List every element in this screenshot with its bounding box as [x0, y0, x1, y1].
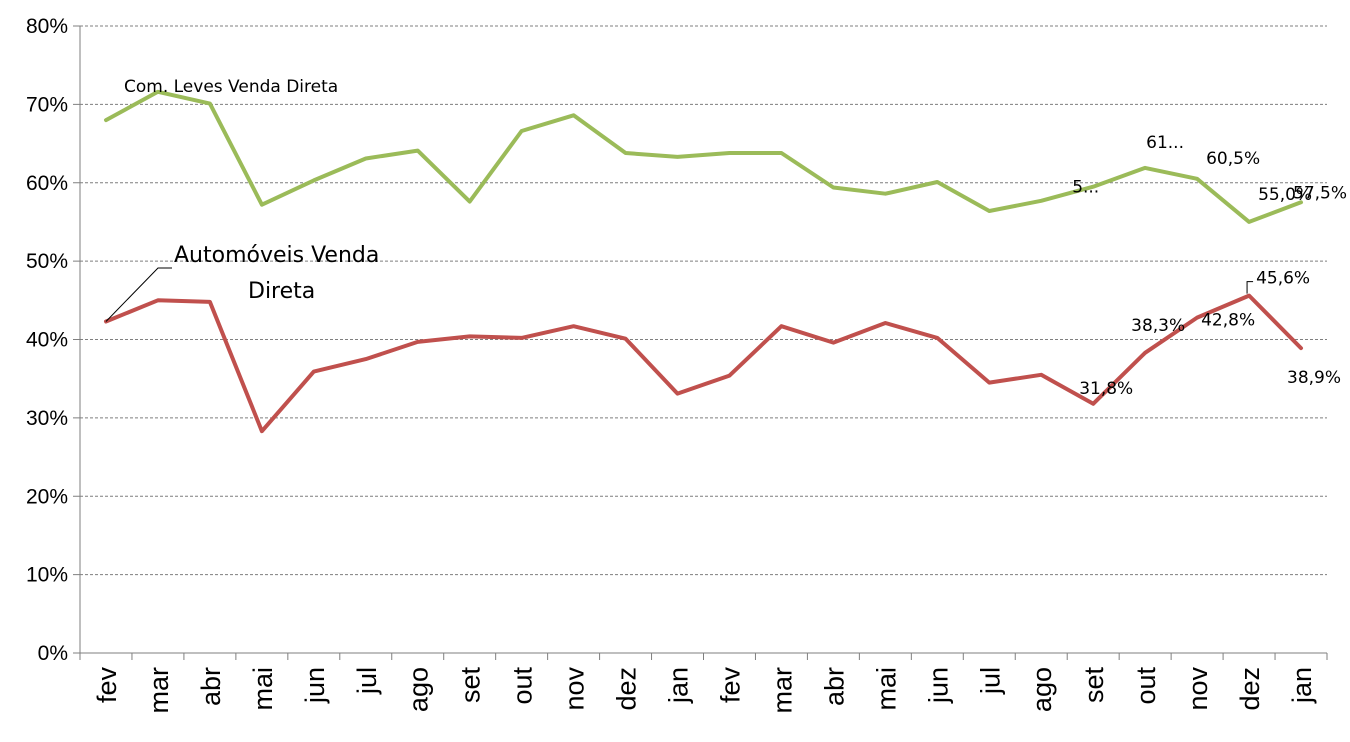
x-tick-label: nov	[560, 667, 590, 711]
x-tick-label: out	[1131, 667, 1161, 705]
data-label: 42,8%	[1201, 311, 1255, 331]
x-tick-label: abr	[196, 667, 226, 706]
series-label-leader-line	[105, 267, 172, 322]
series-line-2	[104, 293, 1303, 434]
series-label-automoveis-line2: Direta	[248, 279, 315, 304]
x-tick-label: jun	[923, 667, 953, 704]
y-tick-label: 0%	[38, 642, 68, 665]
x-tick-label: jan	[664, 667, 694, 704]
series-lines	[104, 89, 1303, 434]
x-tick-label: set	[1079, 667, 1109, 704]
x-tick-label: jul	[352, 667, 382, 695]
x-tick-label: abr	[819, 667, 849, 706]
data-label: 38,9%	[1287, 368, 1341, 388]
y-tick-label: 20%	[26, 485, 68, 508]
x-tick-label: out	[508, 667, 538, 705]
gridlines	[80, 25, 1327, 576]
y-tick-label: 10%	[26, 564, 68, 587]
series-label-automoveis-line1: Automóveis Venda	[174, 243, 379, 268]
x-tick-label: mar	[767, 667, 797, 714]
x-tick-label: set	[456, 667, 486, 704]
x-tick-label: jun	[300, 667, 330, 704]
y-tick-label: 60%	[26, 172, 68, 195]
series-line-1	[104, 89, 1303, 224]
y-tick-label: 30%	[26, 407, 68, 430]
data-label-leader	[1246, 281, 1254, 294]
x-tick-label: mai	[248, 667, 278, 711]
series-label-com-leves: Com. Leves Venda Direta	[124, 77, 338, 97]
data-label: 60,5%	[1206, 149, 1260, 169]
data-label: 45,6%	[1256, 269, 1310, 289]
x-tick-label: jul	[975, 667, 1005, 695]
x-tick-label: fev	[92, 667, 122, 704]
axes: 0%10%20%30%40%50%60%70%80%fev mar abr mai ju…	[26, 15, 1328, 714]
y-tick-label: 80%	[26, 15, 68, 38]
y-tick-label: 50%	[26, 250, 68, 273]
data-label: 31,8%	[1079, 379, 1133, 399]
data-label: 61...	[1146, 133, 1184, 153]
x-tick-label: mar	[144, 667, 174, 714]
x-tick-label: jan	[1287, 667, 1317, 704]
data-label: 38,3%	[1131, 316, 1185, 336]
x-tick-label: mai	[871, 667, 901, 711]
x-tick-label: dez	[612, 667, 642, 711]
data-label: 57,5%	[1293, 183, 1347, 203]
data-label: 55,0%	[1258, 185, 1312, 205]
data-labels: Com. Leves Venda Direta Automóveis Venda D…	[105, 77, 1347, 399]
data-label: 5...	[1072, 178, 1099, 198]
x-tick-label: nov	[1183, 667, 1213, 711]
y-tick-label: 40%	[26, 329, 68, 352]
x-tick-label: ago	[1027, 667, 1057, 712]
x-tick-label: fev	[715, 667, 745, 704]
x-tick-label: dez	[1235, 667, 1265, 711]
y-tick-label: 70%	[26, 93, 68, 116]
x-tick-label: ago	[404, 667, 434, 712]
